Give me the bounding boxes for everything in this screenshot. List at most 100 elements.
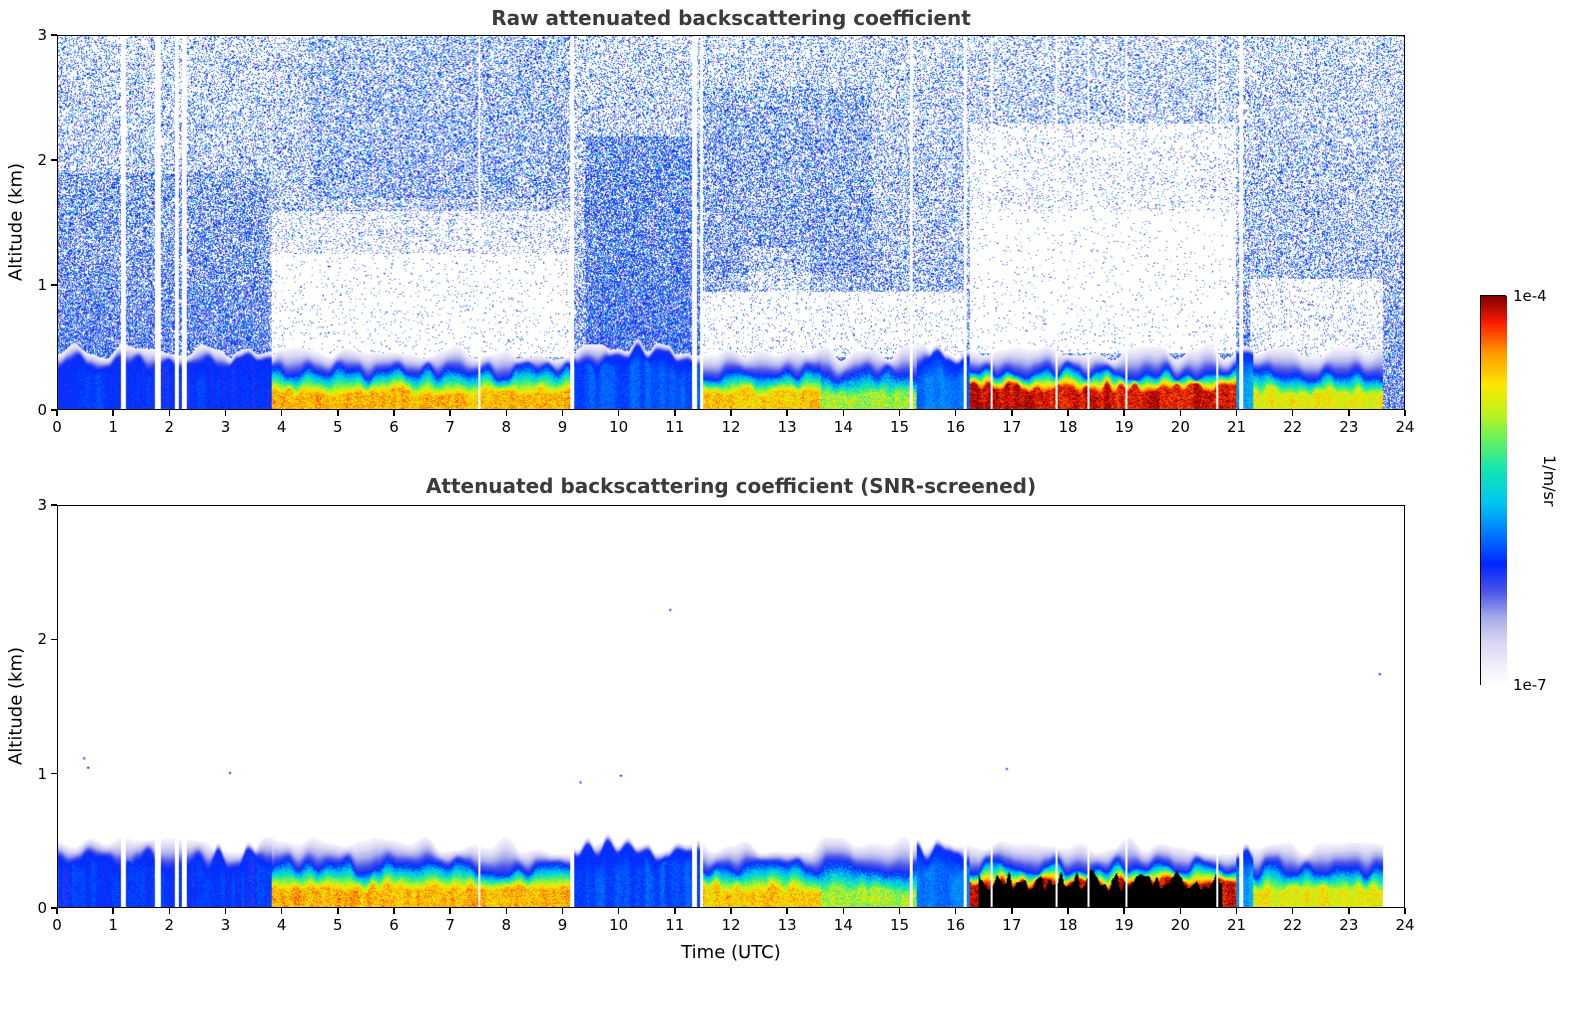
y-tick [51, 772, 57, 775]
x-tick [954, 410, 957, 416]
x-tick [1348, 410, 1350, 416]
x-tick [954, 908, 957, 914]
screened-plot-area [57, 505, 1405, 908]
x-tick-label: 2 [164, 418, 175, 436]
x-tick-label: 18 [1058, 916, 1078, 934]
y-tick-label: 1 [37, 764, 47, 783]
x-tick [280, 908, 283, 914]
x-tick-label: 0 [52, 916, 62, 934]
x-tick [730, 908, 732, 914]
x-tick [786, 410, 788, 416]
x-tick [224, 410, 227, 416]
x-tick [393, 908, 395, 914]
x-tick [112, 410, 114, 416]
x-tick [1348, 908, 1350, 914]
y-tick-label: 3 [37, 26, 47, 44]
x-tick-label: 3 [220, 418, 231, 436]
colorbar-gradient [1481, 296, 1507, 686]
x-tick [898, 908, 901, 914]
x-tick-label: 23 [1339, 418, 1359, 436]
x-tick-label: 6 [389, 418, 399, 436]
x-tick-label: 19 [1114, 916, 1134, 934]
x-tick-label: 24 [1395, 916, 1415, 934]
x-tick-label: 18 [1058, 418, 1078, 436]
x-tick-label: 1 [108, 418, 118, 436]
x-tick-label: 16 [946, 418, 966, 436]
y-tick-label: 1 [37, 276, 47, 294]
x-tick [449, 410, 451, 416]
x-tick [786, 908, 788, 914]
x-tick-label: 7 [445, 418, 455, 436]
x-tick [168, 410, 171, 416]
x-tick-label: 0 [52, 418, 62, 436]
x-tick [1123, 410, 1125, 416]
x-tick-label: 19 [1114, 418, 1134, 436]
y-tick [51, 907, 57, 909]
x-tick [617, 410, 620, 416]
x-tick [561, 908, 564, 914]
x-tick-label: 21 [1226, 916, 1247, 934]
x-axis-label: Time (UTC) [681, 942, 781, 963]
x-tick [561, 410, 564, 416]
x-tick [505, 410, 508, 416]
x-tick-label: 5 [333, 418, 343, 436]
x-tick [674, 410, 676, 416]
x-tick [56, 410, 58, 416]
raw-y-axis-label: Altitude (km) [5, 162, 27, 282]
y-tick-label: 3 [37, 496, 47, 514]
x-tick-label: 7 [445, 916, 455, 934]
x-tick-label: 13 [777, 418, 797, 436]
colorbar-max-label: 1e-4 [1513, 287, 1547, 305]
x-tick-label: 2 [164, 916, 175, 934]
x-tick-label: 8 [501, 916, 512, 934]
x-tick [842, 410, 845, 416]
colorbar-min-label: 1e-7 [1513, 676, 1547, 694]
x-tick [1179, 410, 1182, 416]
colorbar [1480, 295, 1507, 686]
y-tick-label: 0 [37, 401, 47, 419]
x-tick-label: 12 [721, 418, 741, 436]
x-tick-label: 14 [833, 916, 853, 934]
y-tick [51, 504, 57, 506]
x-tick-label: 3 [220, 916, 231, 934]
x-tick [1404, 908, 1406, 914]
colorbar-unit-label: 1/m/sr [1540, 455, 1559, 507]
screened-y-axis-label: Altitude (km) [5, 646, 27, 766]
raw-plot-area [57, 35, 1405, 410]
x-tick [449, 908, 451, 914]
y-tick-label: 2 [37, 630, 47, 649]
x-tick [337, 908, 339, 914]
x-tick [1011, 410, 1013, 416]
x-tick [1123, 908, 1125, 914]
x-tick-label: 9 [557, 418, 568, 436]
x-tick [505, 908, 508, 914]
x-tick [1291, 410, 1294, 416]
x-tick [56, 908, 58, 914]
x-tick [1291, 908, 1294, 914]
x-tick-label: 12 [721, 916, 741, 934]
raw-chart-title: Raw attenuated backscattering coefficien… [491, 6, 971, 30]
x-tick-label: 21 [1226, 418, 1247, 436]
x-tick [1235, 908, 1238, 914]
y-tick [51, 159, 57, 161]
x-tick-label: 17 [1002, 418, 1022, 436]
x-tick-label: 10 [609, 418, 629, 436]
x-tick-label: 14 [833, 418, 853, 436]
x-tick-label: 23 [1339, 916, 1359, 934]
x-tick [280, 410, 283, 416]
x-tick-label: 9 [557, 916, 568, 934]
x-tick-label: 11 [665, 418, 685, 436]
x-tick-label: 6 [389, 916, 399, 934]
x-tick [224, 908, 227, 914]
x-tick [842, 908, 845, 914]
x-tick-label: 1 [108, 916, 118, 934]
x-tick [1067, 410, 1069, 416]
x-tick-label: 17 [1002, 916, 1022, 934]
x-tick [1235, 410, 1238, 416]
x-tick [898, 410, 901, 416]
x-tick [1179, 908, 1182, 914]
x-tick [168, 908, 171, 914]
x-tick-label: 24 [1395, 418, 1415, 436]
x-tick [112, 908, 114, 914]
